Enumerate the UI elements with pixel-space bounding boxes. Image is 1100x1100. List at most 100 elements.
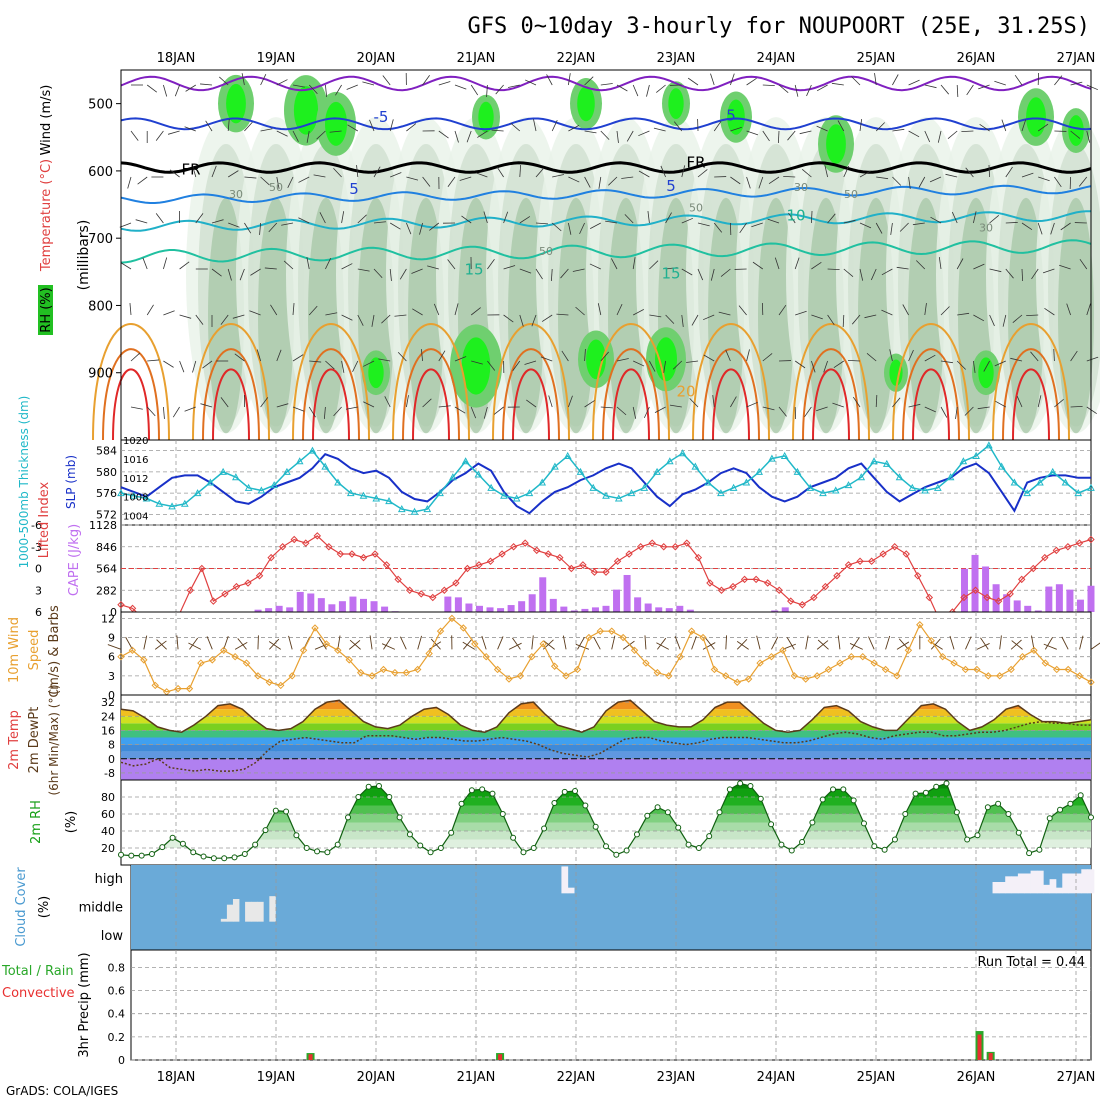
wind-barb [447, 259, 456, 270]
wind-barb [859, 170, 871, 178]
thickness-point [895, 473, 904, 481]
temp-contour-line [120, 184, 1092, 204]
contour-label: FR [181, 160, 200, 178]
thickness-point [1061, 478, 1070, 486]
wind-barb [260, 74, 267, 86]
rh-shade-max [978, 357, 994, 389]
rh-point [830, 786, 837, 793]
contour-label: 30 [229, 188, 243, 201]
wind-barb [475, 172, 488, 178]
cloud-bar [1081, 869, 1089, 894]
rh-point [706, 833, 713, 840]
wind-barb [730, 73, 735, 86]
rh-point [179, 840, 186, 847]
wind-barb [947, 130, 958, 140]
wind-barb [341, 314, 353, 321]
wind-barb [341, 211, 345, 224]
rh-point [716, 809, 723, 816]
thickness-point [933, 483, 942, 491]
wind-barb [260, 397, 269, 408]
wind-barb [584, 349, 586, 362]
wind-barb [378, 358, 391, 362]
wind-barb [510, 122, 521, 132]
wind-barb [323, 406, 326, 419]
wind-barb [951, 211, 958, 224]
wind-speed-point [197, 659, 205, 667]
thickness-point [423, 505, 432, 513]
wind-barb [329, 130, 342, 133]
thickness-point [946, 473, 955, 481]
surface-temp-contour [802, 348, 860, 441]
rh-point [995, 800, 1002, 807]
lifted-index-point [613, 557, 622, 565]
surface-temp-contour [892, 322, 970, 441]
wind10m-panel: 12 9 6 3 0 [101, 611, 1100, 702]
cape-bar [381, 606, 389, 612]
wind-barb [309, 360, 322, 363]
wind-barb [973, 314, 985, 322]
wind-barb [999, 635, 1002, 650]
wind-speed-point [722, 672, 730, 680]
wind-barb [924, 406, 936, 413]
wind-barb [466, 130, 472, 143]
lifted-index-point [694, 553, 703, 562]
wind-barb [762, 406, 775, 411]
rh-shade-max [727, 99, 745, 135]
contour-label: 50 [269, 181, 283, 194]
wind-barb [318, 637, 327, 650]
wind-speed-point [550, 662, 559, 670]
wind-speed-point [219, 646, 228, 655]
wind-speed-point [185, 684, 194, 693]
wind-barb [632, 406, 637, 419]
lifted-index-point [567, 564, 576, 573]
wind-barb [495, 84, 504, 95]
y-tick-label: 32 [101, 696, 115, 709]
cloud-label: Cloud Cover [14, 867, 29, 947]
wind-barb [373, 268, 383, 279]
wind-barb [543, 640, 555, 650]
cloud-level-label: high [95, 872, 123, 887]
cloud-bar [1005, 876, 1012, 894]
rh-point [1057, 806, 1064, 813]
wind-speed-point [630, 646, 639, 655]
wind-speed-point [425, 649, 433, 658]
wind-barb [363, 360, 375, 367]
slp-thickness-panel: 584 580 576 572 1020 1016 1012 1008 1004 [96, 436, 1095, 526]
rh-point [685, 841, 692, 848]
wind-barb [746, 77, 757, 86]
rh-shade [808, 197, 844, 434]
wind-barb [665, 212, 672, 224]
wind-barb [220, 314, 229, 325]
wind-barb [823, 360, 828, 373]
wind-barb [357, 314, 364, 326]
wind-barb [163, 310, 175, 316]
lifted-index-point [579, 561, 587, 569]
wind-barb [1005, 221, 1018, 224]
wind-barb [135, 219, 148, 224]
rh-point [417, 842, 424, 849]
thickness-point [1010, 478, 1019, 486]
lifted-index-point [556, 553, 564, 562]
surface-temp-contour [602, 348, 660, 441]
cape-bar [528, 594, 536, 612]
wind-barb [227, 170, 239, 178]
wind-barb [1053, 348, 1055, 362]
wind-barb [270, 304, 278, 316]
wind-barb [167, 130, 180, 135]
wind-barb [778, 84, 789, 94]
wind-barb [1037, 222, 1043, 235]
wind-speed-point [471, 640, 479, 648]
wind-barb [868, 636, 875, 650]
thickness-point [410, 507, 419, 515]
thickness-point [691, 462, 700, 470]
cape-bar [602, 605, 610, 612]
wind-barb [584, 76, 594, 86]
wind-barb [736, 640, 749, 650]
wind-barb [786, 637, 795, 650]
wind-barb [896, 266, 909, 270]
wind10m-frame [120, 611, 1092, 696]
surface-temp-contour [812, 368, 850, 441]
lifted-index-point [498, 550, 506, 558]
right-tick-label: 1016 [123, 455, 148, 466]
wind-speed-point [984, 672, 993, 680]
